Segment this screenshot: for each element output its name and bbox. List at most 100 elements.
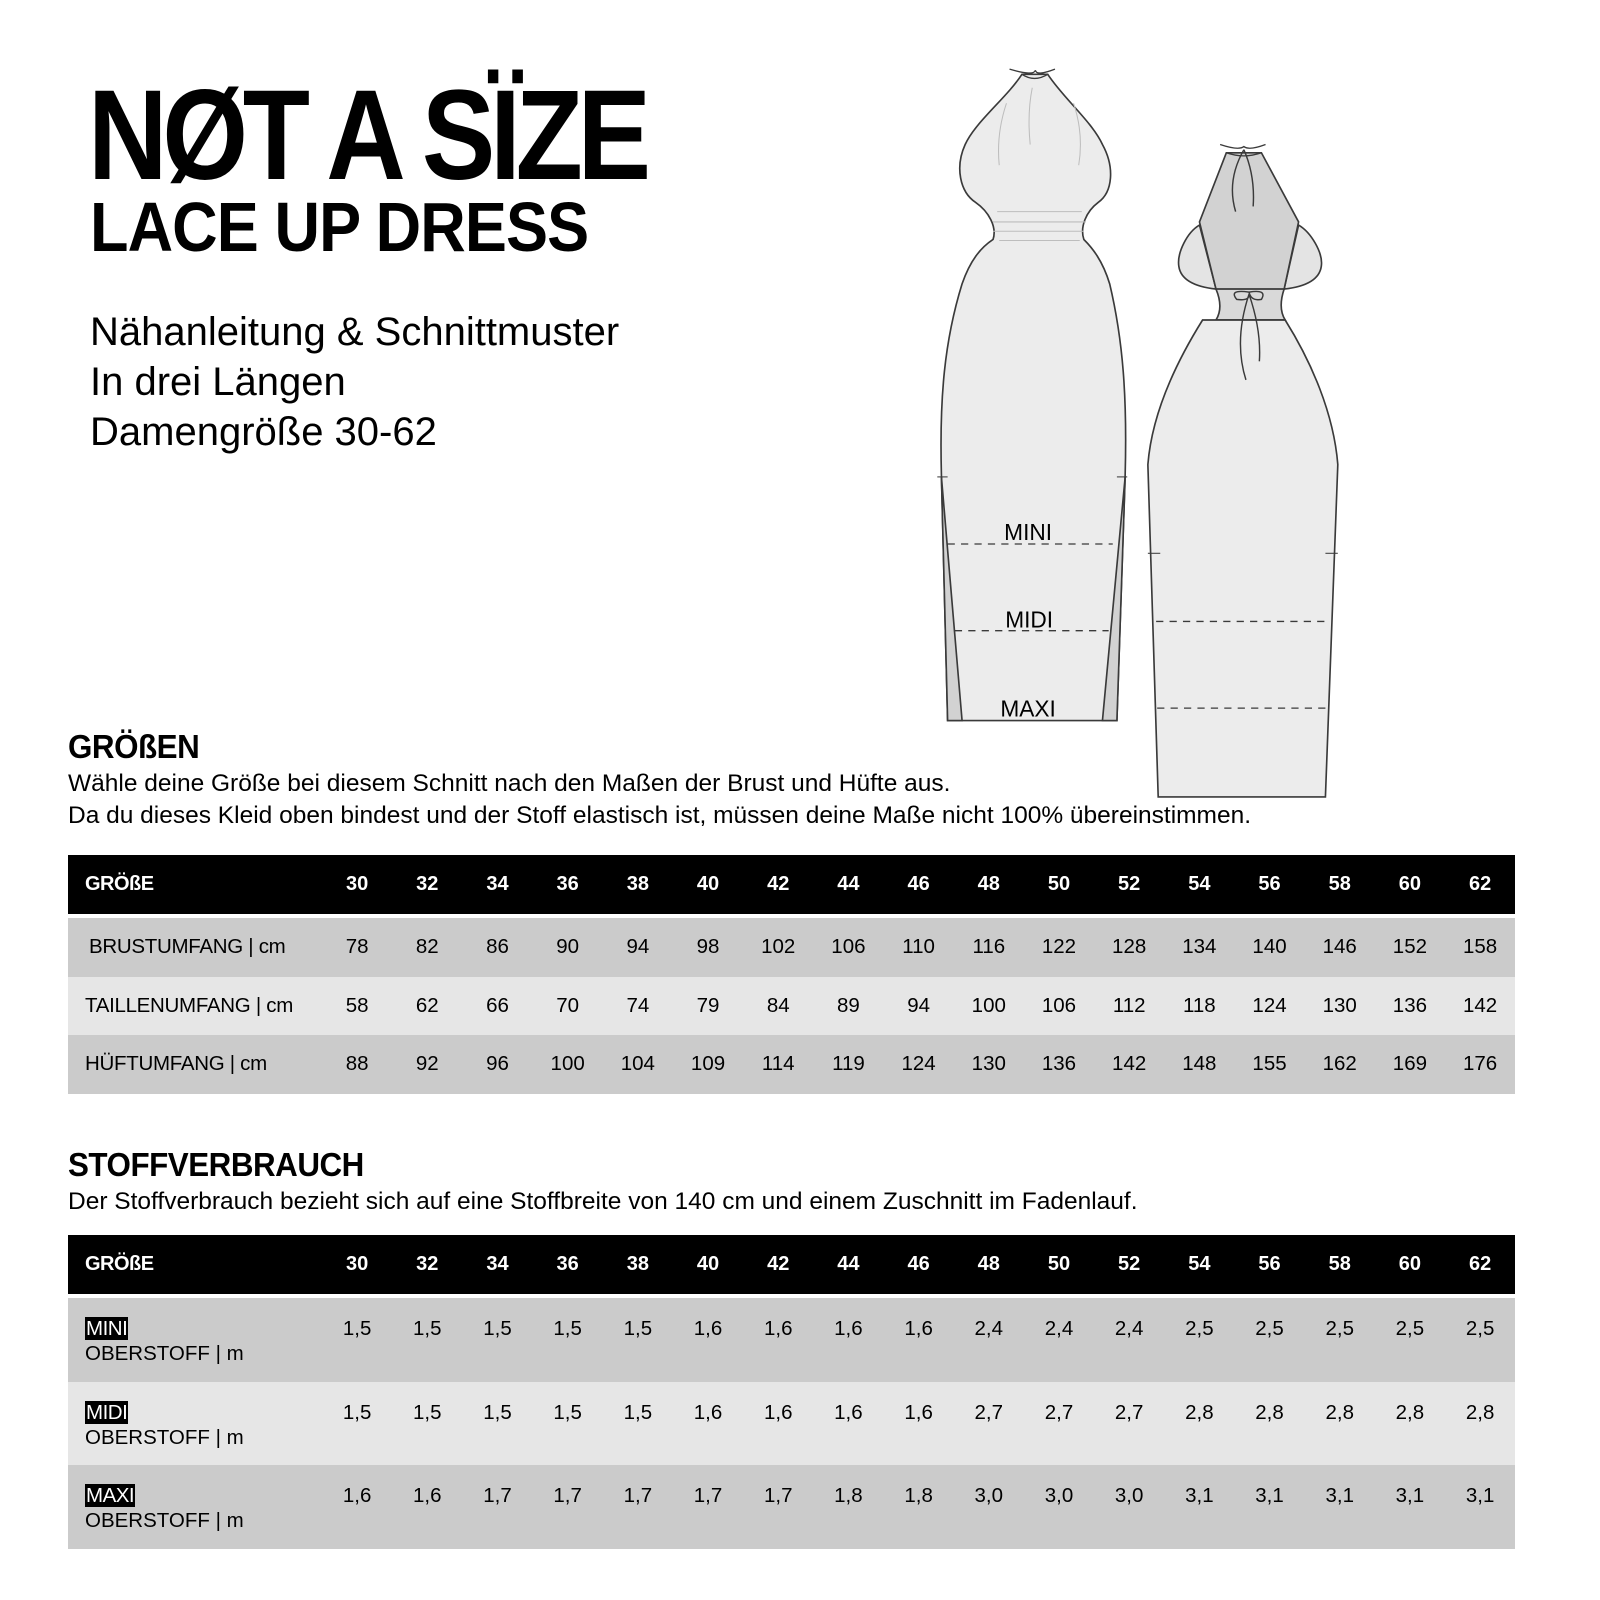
- table-cell: 134: [1182, 935, 1217, 959]
- table-row: TAILLENUMFANG | cm 58 62 66 70 74 79 84 89 94 100 1…: [68, 976, 1515, 1035]
- table-cell: 1,6: [834, 1317, 863, 1340]
- table-cell: 122: [1041, 935, 1077, 959]
- table-cell: 86: [486, 935, 509, 959]
- table-cell: 158: [1462, 935, 1498, 959]
- table-cell: 2,8: [1465, 1400, 1495, 1424]
- size-header-cell: 58: [1328, 873, 1351, 895]
- row-label: HÜFTUMFANG | cm: [85, 1052, 267, 1076]
- row-label: TAILLENUMFANG | cm: [85, 993, 293, 1017]
- subtitle-line: Damengröße 30-62: [90, 410, 437, 454]
- table-row: MAXI OBERSTOFF | m 1,6 1,6 1,7 1,7 1,7 1,7 1,7 1,…: [68, 1465, 1515, 1549]
- table-cell: 1,8: [834, 1484, 863, 1507]
- table-cell: 130: [1322, 993, 1357, 1017]
- table-cell: 82: [415, 935, 439, 959]
- size-header-cell: 52: [1118, 1253, 1141, 1275]
- table-cell: 92: [415, 1052, 439, 1076]
- product-title: LACE UP DRESS: [90, 188, 589, 266]
- table-cell: 1,5: [413, 1317, 442, 1340]
- table-cell: 110: [902, 935, 935, 959]
- back-dress-drawing: [1147, 143, 1339, 798]
- table-cell: 2,4: [1114, 1317, 1144, 1340]
- table-cell: 2,5: [1465, 1317, 1495, 1340]
- fabric-text: Der Stoffverbrauch bezieht sich auf eine…: [68, 1188, 1138, 1215]
- table-row: MIDI OBERSTOFF | m 1,5 1,5 1,5 1,5 1,5 1,6 1,6 1,…: [68, 1381, 1515, 1465]
- table-cell: 1,8: [904, 1484, 933, 1507]
- table-cell: 84: [766, 993, 790, 1017]
- table-cell: 2,7: [974, 1400, 1004, 1424]
- length-label-maxi: MAXI: [1000, 695, 1055, 721]
- size-header-cell: 38: [626, 1253, 649, 1275]
- size-header-cell: 54: [1188, 1253, 1211, 1275]
- table-cell: 58: [345, 993, 369, 1017]
- table-cell: 116: [972, 935, 1006, 959]
- size-header-cell: 50: [1047, 1253, 1071, 1275]
- length-label-midi: MIDI: [1005, 607, 1053, 633]
- table-cell: 106: [1041, 993, 1077, 1017]
- table-cell: 70: [556, 993, 580, 1017]
- table-cell: 100: [971, 993, 1006, 1017]
- table-cell: 94: [626, 935, 650, 959]
- table-cell: 1,6: [763, 1400, 793, 1424]
- subtitle-line: Nähanleitung & Schnittmuster: [90, 310, 620, 354]
- front-dress-drawing: [937, 68, 1128, 722]
- size-header-cell: 52: [1118, 873, 1141, 895]
- table-cell: 136: [1392, 993, 1428, 1017]
- size-header-cell: 36: [556, 873, 579, 895]
- table-cell: 3,0: [1044, 1484, 1074, 1507]
- size-header-cell: 54: [1188, 873, 1211, 895]
- sizes-heading: GRÖßEN: [68, 728, 200, 765]
- table-cell: 112: [1112, 993, 1146, 1017]
- size-header-cell: 42: [767, 1253, 790, 1275]
- size-header-cell: 44: [837, 873, 860, 895]
- size-header-cell: 38: [626, 873, 649, 895]
- size-header-cell: 42: [767, 873, 790, 895]
- table-cell: 2,7: [1114, 1400, 1144, 1424]
- table-cell: 136: [1041, 1052, 1077, 1076]
- table-cell: 142: [1112, 1052, 1147, 1076]
- size-header-cell: 48: [977, 1253, 1000, 1275]
- table-cell: 162: [1322, 1052, 1357, 1076]
- table-cell: 2,7: [1044, 1400, 1074, 1424]
- size-header-cell: 30: [345, 1253, 369, 1275]
- table-cell: 169: [1392, 1052, 1428, 1076]
- table-cell: 2,5: [1325, 1317, 1354, 1340]
- length-tag: MAXI: [85, 1484, 136, 1507]
- size-header-cell: 34: [486, 873, 509, 895]
- size-header-cell: 36: [556, 1253, 579, 1275]
- size-header-cell: 34: [486, 1253, 509, 1275]
- table-cell: 3,1: [1255, 1484, 1284, 1507]
- table-cell: 1,5: [553, 1317, 582, 1340]
- fabric-label: OBERSTOFF | m: [85, 1342, 244, 1365]
- table-cell: 100: [550, 1052, 585, 1076]
- table-cell: 2,8: [1255, 1400, 1284, 1424]
- table-header-row: GRÖßE 30 32 34 36 38 40 42 44 46 48 50 52 54 56 58 60 62: [68, 1235, 1515, 1298]
- table-cell: 88: [345, 1052, 369, 1076]
- table-cell: 1,6: [904, 1400, 933, 1424]
- table-cell: 3,0: [1114, 1484, 1144, 1507]
- table-cell: 1,7: [553, 1484, 582, 1507]
- table-cell: 1,5: [483, 1400, 512, 1424]
- table-cell: 78: [345, 935, 369, 959]
- size-header-cell: 58: [1328, 1253, 1351, 1275]
- size-header-cell: 46: [907, 1253, 930, 1275]
- table-cell: 2,5: [1255, 1317, 1284, 1340]
- size-header-cell: 32: [416, 873, 439, 895]
- table-cell: 74: [626, 993, 650, 1017]
- table-cell: 102: [761, 935, 796, 959]
- table-cell: 1,6: [763, 1317, 793, 1340]
- table-cell: 104: [620, 1052, 655, 1076]
- table-cell: 1,7: [763, 1484, 793, 1507]
- table-cell: 124: [901, 1052, 936, 1076]
- table-header-row: GRÖßE 30 32 34 36 38 40 42 44 46 48 50 52 54 56 58 60 62: [68, 855, 1515, 918]
- table-cell: 1,5: [623, 1400, 653, 1424]
- table-cell: 128: [1112, 935, 1147, 959]
- table-cell: 1,6: [342, 1484, 372, 1507]
- table-row: BRUSTUMFANG | cm 78 82 86 90 94 98 102 106 110 116…: [68, 918, 1515, 977]
- fabric-table: GRÖßE 30 32 34 36 38 40 42 44 46 48 50 52 54 56 58 60 62 M…: [68, 1235, 1515, 1549]
- table-cell: 2,5: [1395, 1317, 1425, 1340]
- table-cell: 1,6: [413, 1484, 442, 1507]
- size-header-cell: 56: [1258, 1253, 1281, 1275]
- table-cell: 2,4: [974, 1317, 1004, 1340]
- table-cell: 1,5: [413, 1400, 442, 1424]
